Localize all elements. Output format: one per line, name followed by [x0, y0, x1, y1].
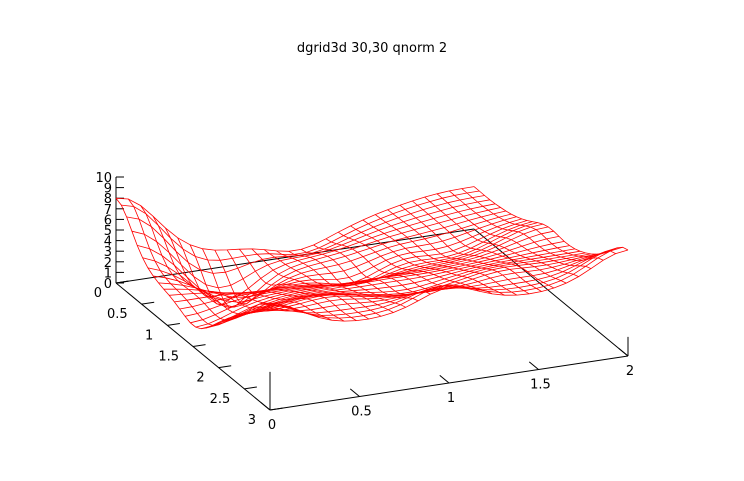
mesh-line-x	[239, 248, 394, 313]
y-tick	[244, 386, 257, 390]
mesh-line-y	[254, 249, 613, 314]
x-tick-label: 2	[626, 364, 634, 379]
y-tick	[269, 407, 283, 411]
mesh-line-x	[399, 204, 555, 289]
mesh-line-y	[121, 190, 480, 261]
y-tick-label: 1.5	[158, 350, 179, 365]
mesh-line-y	[147, 210, 506, 308]
mesh-line-y	[184, 223, 544, 317]
mesh-line-x	[374, 214, 530, 295]
y-tick	[141, 301, 155, 305]
mesh-line-y	[153, 213, 512, 303]
chart-title: dgrid3d 30,30 qnorm 2	[297, 41, 447, 56]
x-tick	[439, 374, 450, 384]
mesh-line-x	[362, 219, 518, 296]
z-tick-label: 4	[104, 235, 112, 250]
mesh-line-y	[126, 195, 485, 274]
mesh-line-y	[264, 246, 623, 319]
mesh-line-x	[436, 193, 592, 269]
x-tick-label: 0	[268, 418, 276, 433]
mesh-line-x	[288, 250, 443, 295]
z-tick-label: 5	[104, 224, 112, 239]
mesh-line-y	[190, 226, 549, 324]
x-tick-label: 1	[447, 391, 455, 406]
mesh-line-x	[424, 196, 579, 277]
tick-marks	[115, 176, 629, 411]
mesh-line-y	[158, 216, 517, 298]
z-tick-label: 2	[104, 256, 112, 271]
y-tick	[167, 322, 180, 326]
z-tick-label: 7	[104, 203, 112, 218]
mesh-line-x	[387, 209, 542, 292]
mesh-line-y	[248, 251, 607, 312]
mesh-line-x	[412, 200, 567, 284]
axis-line	[473, 228, 629, 357]
z-tick-label: 9	[104, 182, 112, 197]
y-tick	[218, 365, 232, 369]
mesh-line-y	[195, 230, 554, 328]
mesh-line-y	[131, 199, 490, 289]
z-tick-label: 1	[104, 266, 112, 281]
x-tick-label: 0.5	[351, 405, 372, 420]
y-tick-label: 0.5	[107, 307, 128, 322]
y-tick-label: 1	[145, 328, 153, 343]
x-tick	[260, 401, 271, 411]
z-tick-label: 8	[104, 192, 112, 207]
mesh-line-x	[202, 248, 357, 321]
mesh-line-y	[137, 203, 496, 301]
mesh-line-y	[243, 253, 602, 314]
z-tick-label: 0	[104, 277, 112, 292]
y-tick-label: 0	[94, 286, 102, 301]
x-tick	[349, 388, 360, 397]
mesh-line-y	[115, 186, 475, 252]
mesh-line-x	[350, 225, 505, 296]
y-tick-label: 2.5	[210, 392, 231, 407]
z-tick-label: 10	[95, 171, 112, 186]
x-tick	[528, 361, 539, 370]
z-tick-label: 3	[104, 245, 112, 260]
x-tick-label: 1.5	[530, 378, 551, 393]
z-tick-label: 6	[104, 213, 112, 228]
mesh-line-y	[222, 250, 581, 322]
mesh-line-x	[189, 244, 345, 322]
surface-mesh	[115, 186, 629, 330]
y-tick-label: 3	[248, 413, 256, 428]
mesh-line-y	[269, 249, 629, 322]
y-tick-label: 2	[196, 371, 204, 386]
mesh-line-x	[165, 227, 320, 318]
mesh-line-y	[227, 252, 586, 319]
mesh-line-y	[200, 236, 560, 330]
x-tick	[618, 347, 629, 357]
mesh-line-x	[337, 231, 493, 295]
y-tick	[192, 344, 206, 347]
mesh-line-y	[232, 253, 591, 317]
